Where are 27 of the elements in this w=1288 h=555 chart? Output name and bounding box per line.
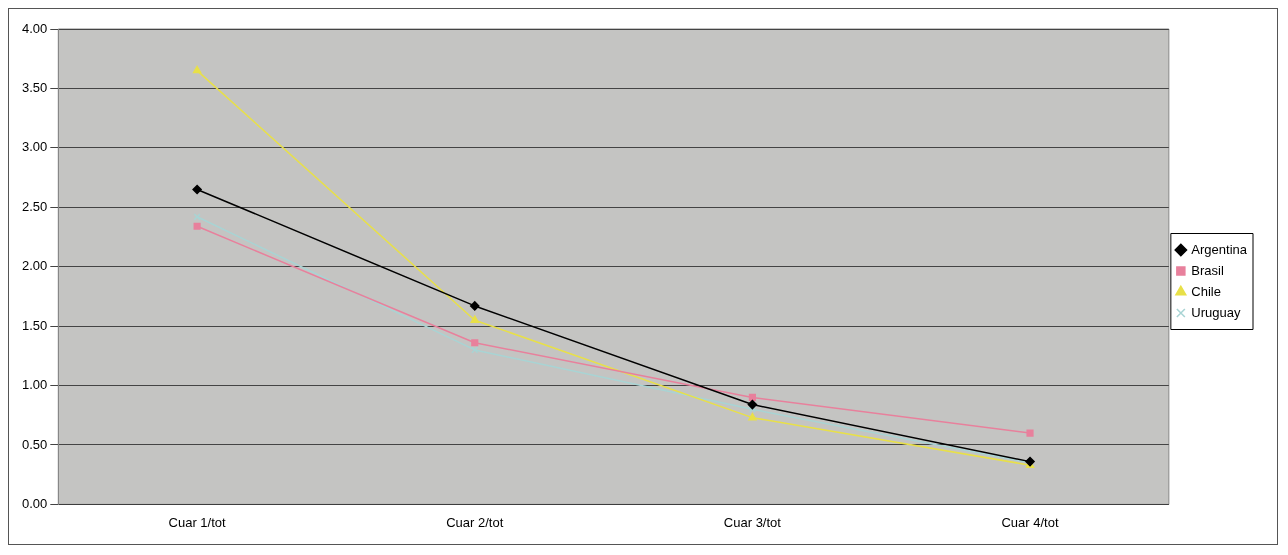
- point: [748, 412, 757, 421]
- y-tick-label: 0.50: [21, 436, 48, 452]
- x-tick-label: Cuar 2/tot: [446, 514, 504, 530]
- point: [470, 301, 480, 311]
- legend-label: Uruguay: [1191, 304, 1241, 320]
- point: [1026, 429, 1034, 437]
- y-tick-label: 3.00: [21, 139, 48, 155]
- legend-label: Chile: [1191, 283, 1221, 299]
- x-tick-label: Cuar 3/tot: [723, 514, 782, 530]
- y-tick-label: 0.00: [21, 495, 48, 511]
- point: [192, 184, 202, 195]
- point: [470, 315, 479, 323]
- point: [193, 222, 201, 230]
- y-tick-label: 4.00: [21, 20, 48, 36]
- point: [471, 339, 479, 347]
- y-tick-label: 3.50: [21, 80, 48, 95]
- point: [192, 65, 202, 74]
- y-tick-label: 2.50: [21, 198, 48, 214]
- x-tick-label: Cuar 1/tot: [168, 514, 227, 530]
- y-tick-label: 2.00: [21, 258, 48, 274]
- legend-label: Brasil: [1191, 262, 1224, 278]
- y-tick-label: 1.50: [21, 317, 48, 333]
- x-tick-label: Cuar 4/tot: [1001, 514, 1059, 530]
- legend-label: Argentina: [1191, 241, 1248, 257]
- y-tick-label: 1.00: [21, 377, 48, 393]
- point: [748, 393, 756, 402]
- point: [747, 399, 758, 410]
